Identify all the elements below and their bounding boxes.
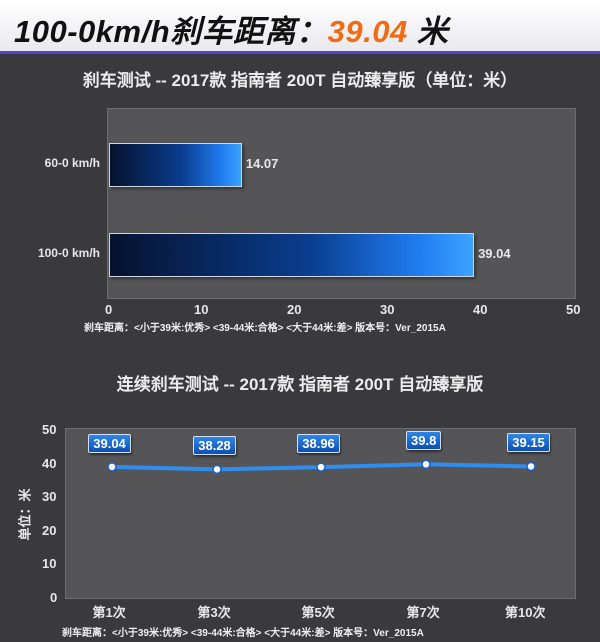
line-x-category-label: 第5次 (301, 605, 335, 620)
line-value-badge: 39.04 (88, 433, 131, 453)
bar-value-label: 39.04 (478, 246, 511, 261)
line-y-tick-label: 30 (42, 489, 57, 505)
bar-mark (109, 233, 475, 277)
line-y-tick-label: 40 (42, 455, 57, 471)
bar-x-tick-label: 40 (473, 302, 488, 317)
line-value-badge: 38.28 (193, 436, 236, 456)
line-chart-ylabel: 单位：米 (17, 488, 33, 541)
bar-x-tick-label: 0 (105, 302, 113, 317)
bar-chart-title: 刹车测试 -- 2017款 指南者 200T 自动臻享版（单位：米） (82, 71, 518, 90)
bar-x-tick-label: 20 (287, 302, 302, 317)
line-chart-title: 连续刹车测试 -- 2017款 指南者 200T 自动臻享版 (116, 375, 484, 394)
banner-title-text: 100-0km/h刹车距离： (14, 14, 328, 49)
line-y-tick-label: 20 (42, 522, 57, 538)
banner-value: 39.04 (327, 14, 408, 49)
bar-x-tick-label: 50 (566, 302, 581, 317)
line-y-tick-label: 10 (42, 556, 57, 572)
line-value-badge: 38.96 (297, 434, 340, 454)
line-chart-plot (65, 428, 576, 599)
line-value-badge: 39.15 (507, 433, 550, 453)
line-chart-footer: 刹车距离：<小于39米:优秀> <39-44米:合格> <大于44米:差> 版本… (62, 628, 424, 639)
line-value-badge: 39.8 (406, 431, 442, 451)
line-y-tick-label: 50 (42, 422, 57, 437)
bar-mark (109, 143, 242, 187)
line-x-category-label: 第3次 (197, 605, 231, 620)
line-x-category-label: 第7次 (406, 605, 440, 620)
banner-unit: 米 (407, 14, 449, 49)
bar-category-label: 60-0 km/h (44, 156, 100, 170)
bar-category-label: 100-0 km/h (37, 246, 100, 260)
line-x-category-label: 第10次 (505, 605, 546, 620)
line-y-tick-label: 0 (50, 590, 58, 605)
header-banner: 100-0km/h刹车距离：39.04 米 (0, 0, 600, 54)
bar-chart-footer: 刹车距离：<小于39米:优秀> <39-44米:合格> <大于44米:差> 版本… (84, 323, 446, 334)
bar-x-tick-label: 30 (380, 302, 395, 317)
bar-x-tick-label: 10 (194, 302, 209, 317)
line-x-category-label: 第1次 (92, 605, 126, 620)
banner-title: 100-0km/h刹车距离：39.04 米 (14, 6, 448, 51)
bar-value-label: 14.07 (245, 156, 279, 171)
